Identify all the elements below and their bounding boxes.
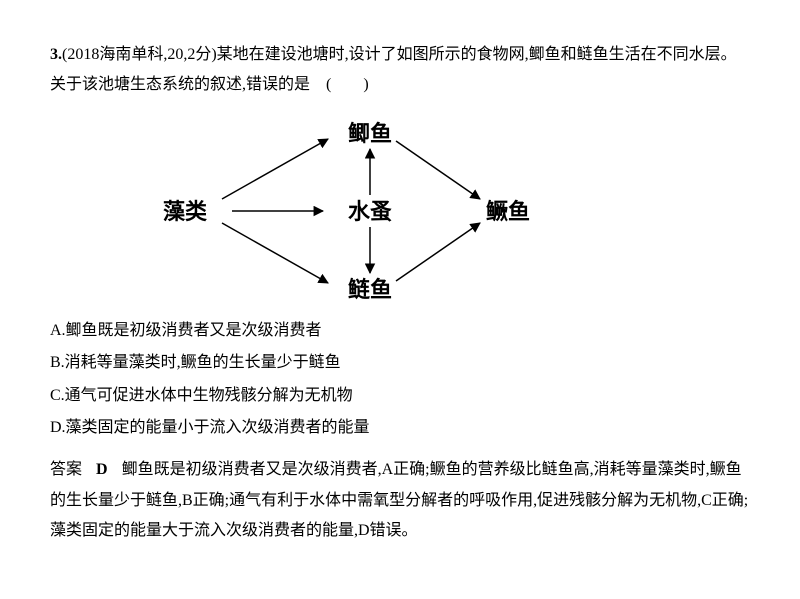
- answer-label: 答案: [50, 461, 82, 478]
- edge-carp-mandarin: [396, 141, 480, 199]
- node-mandarin: 鳜鱼: [486, 199, 530, 224]
- diagram-nodes: 藻类 鲫鱼 水蚤 鲢鱼 鳜鱼: [163, 121, 530, 302]
- choice-c: C.通气可促进水体中生物残骸分解为无机物: [50, 381, 750, 411]
- node-silver: 鲢鱼: [348, 277, 392, 302]
- node-algae: 藻类: [163, 199, 208, 224]
- answer-letter: D: [96, 461, 108, 478]
- node-flea: 水蚤: [348, 199, 392, 224]
- answer-block: 答案 D鲫鱼既是初级消费者又是次级消费者,A正确;鳜鱼的营养级比鲢鱼高,消耗等量藻…: [50, 455, 750, 546]
- edge-algae-silver: [222, 223, 328, 283]
- answer-explanation: 鲫鱼既是初级消费者又是次级消费者,A正确;鳜鱼的营养级比鲢鱼高,消耗等量藻类时,…: [50, 461, 748, 539]
- food-web-diagram: 藻类 鲫鱼 水蚤 鲢鱼 鳜鱼: [130, 111, 530, 306]
- question-number: 3.: [50, 46, 62, 63]
- question-source: (2018海南单科,20,2分): [62, 46, 217, 63]
- choice-a: A.鲫鱼既是初级消费者又是次级消费者: [50, 316, 750, 346]
- node-carp: 鲫鱼: [348, 121, 392, 146]
- choice-b: B.消耗等量藻类时,鳜鱼的生长量少于鲢鱼: [50, 348, 750, 378]
- choice-d: D.藻类固定的能量小于流入次级消费者的能量: [50, 413, 750, 443]
- question-paren: ( ): [326, 76, 369, 93]
- edge-algae-carp: [222, 139, 328, 199]
- question-stem: 3.(2018海南单科,20,2分)某地在建设池塘时,设计了如图所示的食物网,鲫…: [50, 40, 750, 101]
- choice-list: A.鲫鱼既是初级消费者又是次级消费者 B.消耗等量藻类时,鳜鱼的生长量少于鲢鱼 …: [50, 316, 750, 444]
- edge-silver-mandarin: [396, 223, 480, 281]
